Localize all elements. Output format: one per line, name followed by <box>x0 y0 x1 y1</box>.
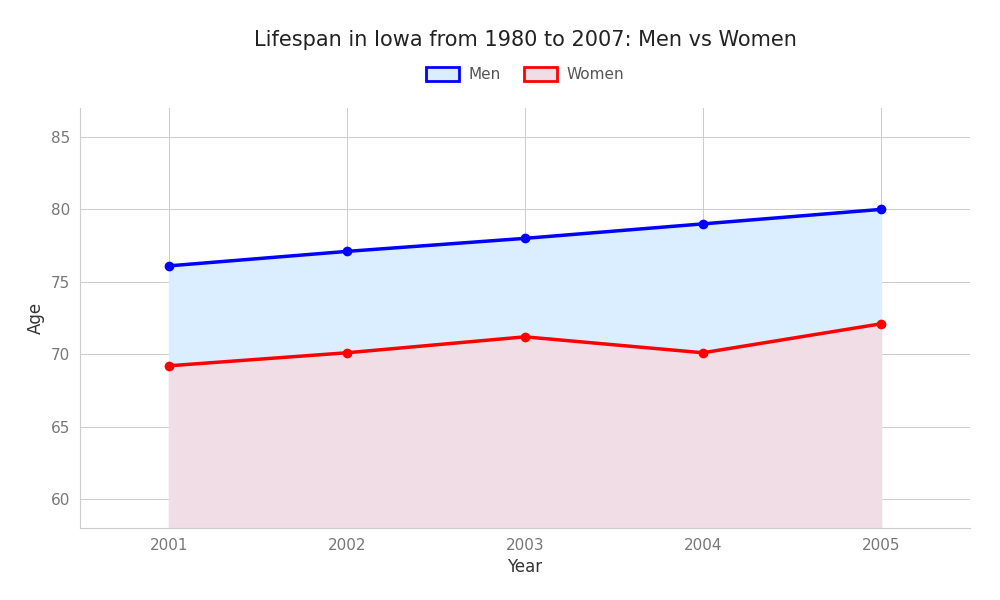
Legend: Men, Women: Men, Women <box>420 61 630 88</box>
X-axis label: Year: Year <box>507 558 543 576</box>
Title: Lifespan in Iowa from 1980 to 2007: Men vs Women: Lifespan in Iowa from 1980 to 2007: Men … <box>254 29 796 49</box>
Y-axis label: Age: Age <box>27 302 45 334</box>
